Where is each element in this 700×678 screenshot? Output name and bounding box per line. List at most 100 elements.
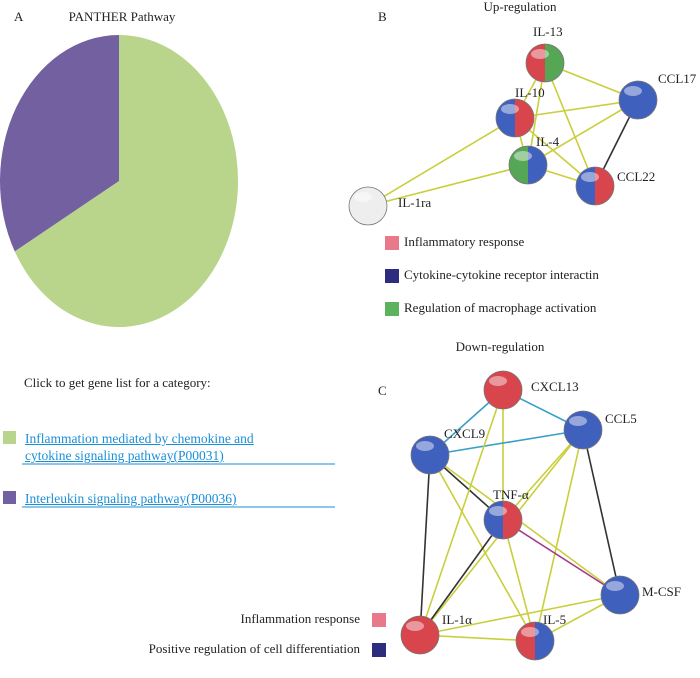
- node-half: [595, 167, 614, 205]
- node-outline: [508, 145, 548, 185]
- legend-swatch: [372, 643, 386, 657]
- node-half: [619, 81, 638, 119]
- node-label: CCL5: [605, 411, 637, 426]
- legend-swatch: [385, 236, 399, 250]
- node-half: [516, 622, 535, 660]
- edge: [367, 117, 516, 207]
- node-label: IL-1α: [442, 612, 472, 627]
- prompt: Click to get gene list for a category:: [24, 375, 211, 390]
- legend-label: Regulation of macrophage activation: [404, 300, 597, 315]
- node-shine: [489, 506, 507, 516]
- node-shine: [354, 192, 372, 202]
- legend-swatch: [3, 431, 16, 444]
- edge: [429, 429, 584, 456]
- node-half: [528, 146, 547, 184]
- node-label: IL-5: [543, 612, 566, 627]
- node-shine: [521, 627, 539, 637]
- node-shine: [606, 581, 624, 591]
- edge: [419, 519, 504, 636]
- node-half: [576, 167, 595, 205]
- node-shine: [501, 104, 519, 114]
- edge: [429, 454, 621, 596]
- edge: [514, 99, 639, 119]
- node-shine: [581, 172, 599, 182]
- legend-swatch: [3, 491, 16, 504]
- node-half: [638, 81, 657, 119]
- node-label: IL-1ra: [398, 195, 431, 210]
- legend-label: Positive regulation of cell differentiat…: [149, 641, 361, 656]
- node-half: [526, 44, 545, 82]
- pie-slice: [14, 35, 239, 327]
- node-half: [564, 411, 583, 449]
- legend-swatch: [385, 302, 399, 316]
- edge: [502, 519, 621, 596]
- legend-swatch: [385, 269, 399, 283]
- node-shine: [416, 441, 434, 451]
- edge: [582, 429, 621, 596]
- node-outline: [410, 435, 450, 475]
- gene-list-link[interactable]: Interleukin signaling pathway(P00036): [25, 491, 237, 506]
- node-shine: [406, 621, 424, 631]
- network-title: Up-regulation: [484, 0, 557, 14]
- node-label: CCL22: [617, 169, 655, 184]
- edge: [419, 454, 431, 636]
- node-half: [368, 187, 387, 225]
- node-label: IL-4: [536, 134, 560, 149]
- node-shine: [489, 376, 507, 386]
- node-half: [620, 576, 639, 614]
- node-shine: [531, 49, 549, 59]
- node-half: [601, 576, 620, 614]
- gene-list-link[interactable]: Inflammation mediated by chemokine and c…: [25, 431, 254, 463]
- edge: [367, 164, 529, 207]
- node-half: [401, 616, 420, 654]
- edge: [419, 594, 621, 636]
- node-outline: [525, 43, 565, 83]
- edge: [527, 99, 639, 166]
- node-half: [583, 411, 602, 449]
- node-half: [484, 501, 503, 539]
- node-label: IL-13: [533, 24, 563, 39]
- node-outline: [348, 186, 388, 226]
- node-label: CXCL9: [444, 426, 485, 441]
- node-label: M-CSF: [642, 584, 681, 599]
- node-label: IL-10: [515, 85, 545, 100]
- panel-label: C: [378, 383, 387, 398]
- node-half: [349, 187, 368, 225]
- node-outline: [575, 166, 615, 206]
- node-half: [535, 622, 554, 660]
- node-outline: [618, 80, 658, 120]
- node-half: [484, 371, 503, 409]
- node-outline: [563, 410, 603, 450]
- legend-swatch: [372, 613, 386, 627]
- node-shine: [624, 86, 642, 96]
- legend-label: Cytokine-cytokine receptor interactin: [404, 267, 599, 282]
- node-shine: [514, 151, 532, 161]
- node-outline: [400, 615, 440, 655]
- legend-label: Inflammation response: [241, 611, 361, 626]
- edge: [502, 519, 536, 642]
- node-outline: [600, 575, 640, 615]
- node-half: [430, 436, 449, 474]
- node-half: [545, 44, 564, 82]
- node-half: [411, 436, 430, 474]
- node-label: CXCL13: [531, 379, 579, 394]
- node-half: [503, 501, 522, 539]
- edge: [419, 389, 504, 636]
- node-half: [420, 616, 439, 654]
- node-outline: [515, 621, 555, 661]
- node-label: TNF-α: [493, 487, 529, 502]
- node-half: [496, 99, 515, 137]
- node-shine: [569, 416, 587, 426]
- pie-slice: [0, 35, 120, 252]
- edge: [502, 429, 584, 521]
- node-half: [515, 99, 534, 137]
- legend-label: Inflammatory response: [404, 234, 524, 249]
- node-label: CCL17: [658, 71, 697, 86]
- chart-title: PANTHER Pathway: [69, 9, 176, 24]
- network-title: Down-regulation: [456, 339, 545, 354]
- node-half: [509, 146, 528, 184]
- node-outline: [495, 98, 535, 138]
- node-outline: [483, 370, 523, 410]
